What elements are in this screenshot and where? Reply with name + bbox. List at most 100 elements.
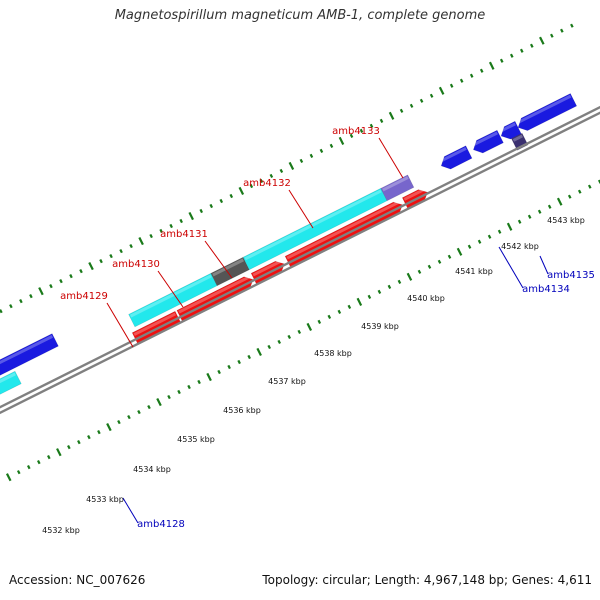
tick-mark <box>127 414 131 420</box>
tick-mark <box>156 397 162 407</box>
genome-stats-text: Topology: circular; Length: 4,967,148 bp… <box>262 573 592 587</box>
gene-label-layer: amb4129 amb4130 amb4131 amb4132 amb4133 amb41… <box>60 126 595 530</box>
gene-amb4129-highlight <box>129 274 212 318</box>
scale-label-4540: 4540 kbp <box>407 294 445 303</box>
tick-mark <box>419 98 424 103</box>
tick-mark <box>229 193 234 199</box>
tick-mark <box>417 269 422 274</box>
gene-blue-2 <box>473 129 504 154</box>
tick-mark <box>149 233 153 239</box>
gene-blue-4-highlight <box>516 94 572 125</box>
tick-mark <box>587 184 592 189</box>
gene-label-amb4128: amb4128 <box>137 519 185 530</box>
scale-label-4535: 4535 kbp <box>177 435 215 444</box>
tick-mark <box>79 269 83 274</box>
tick-mark <box>359 128 364 133</box>
tick-mark <box>29 294 33 299</box>
tick-mark <box>217 369 221 375</box>
tick-mark <box>37 460 41 465</box>
tick-mark <box>447 254 452 259</box>
tick-mark <box>297 329 302 335</box>
tick-mark <box>259 178 264 184</box>
gene-blue-1 <box>440 145 473 170</box>
gene-label-amb4133: amb4133 <box>332 126 380 137</box>
tick-mark <box>197 379 201 385</box>
leader-amb4132 <box>288 189 314 229</box>
tick-mark <box>19 299 23 304</box>
tick-mark <box>577 189 582 194</box>
tick-mark <box>238 186 245 196</box>
tick-mark <box>317 319 322 325</box>
tick-mark <box>537 209 542 214</box>
gene-label-amb4130: amb4130 <box>112 259 160 270</box>
tick-mark <box>16 470 21 475</box>
gene-label-amb4134: amb4134 <box>522 284 570 295</box>
tick-mark <box>47 455 51 460</box>
tick-mark <box>449 83 454 88</box>
gene-red-4-highlight <box>286 200 401 260</box>
gene-label-amb4132: amb4132 <box>243 178 291 189</box>
tick-mark <box>309 153 314 159</box>
tick-mark <box>517 219 522 224</box>
tick-mark <box>287 334 292 340</box>
leader-amb4135 <box>539 255 549 275</box>
tick-mark <box>356 297 363 306</box>
tick-mark <box>209 203 214 209</box>
tick-mark <box>129 243 133 249</box>
gene-amb4131-highlight <box>244 189 382 261</box>
tick-mark <box>530 43 534 48</box>
tick-mark <box>459 78 464 83</box>
scale-label-4536: 4536 kbp <box>223 406 261 415</box>
tick-mark <box>206 372 212 382</box>
tick-mark <box>477 239 482 244</box>
tick-mark <box>427 264 432 269</box>
tick-mark <box>277 339 282 345</box>
tick-mark <box>219 198 224 204</box>
tick-mark <box>409 103 414 108</box>
tick-mark <box>397 279 402 284</box>
leader-amb4133 <box>378 137 404 179</box>
tick-mark <box>338 136 345 145</box>
tick-mark <box>269 173 274 179</box>
scale-label-4538: 4538 kbp <box>314 349 352 358</box>
scale-label-4537: 4537 kbp <box>268 377 306 386</box>
tick-mark <box>488 61 495 70</box>
tick-mark <box>556 197 563 206</box>
tick-mark <box>327 314 332 320</box>
tick-mark <box>406 272 413 281</box>
tick-mark <box>159 228 163 234</box>
tick-mark <box>5 473 12 482</box>
tick-mark <box>469 73 474 78</box>
tick-mark <box>509 53 514 58</box>
tick-mark <box>188 211 194 221</box>
tick-mark <box>329 143 334 148</box>
label-leader-lines <box>106 137 549 524</box>
tick-mark <box>387 284 392 289</box>
tick-mark <box>169 223 173 229</box>
tick-mark <box>570 23 574 28</box>
tick-mark <box>106 423 112 432</box>
tick-mark <box>67 445 71 450</box>
tick-mark <box>547 204 552 209</box>
leader-amb4131 <box>204 240 233 279</box>
tick-mark <box>379 118 384 123</box>
scale-label-4539: 4539 kbp <box>361 322 399 331</box>
tick-mark <box>56 448 62 457</box>
scale-label-4532: 4532 kbp <box>42 526 80 535</box>
tick-mark <box>9 304 13 309</box>
tick-mark <box>519 48 524 53</box>
tick-mark <box>487 234 492 239</box>
tick-mark <box>97 429 101 435</box>
gene-label-amb4135: amb4135 <box>547 270 595 281</box>
scale-label-4543: 4543 kbp <box>547 216 585 225</box>
gene-red-3-highlight <box>252 259 283 277</box>
tick-mark <box>247 354 251 360</box>
gene-amb4133 <box>380 174 415 202</box>
tick-mark <box>49 284 53 289</box>
tick-mark <box>306 322 313 331</box>
gene-blue-left-highlight <box>0 335 53 365</box>
tick-mark <box>349 133 354 138</box>
tick-mark <box>429 93 434 98</box>
tick-mark <box>177 389 181 395</box>
